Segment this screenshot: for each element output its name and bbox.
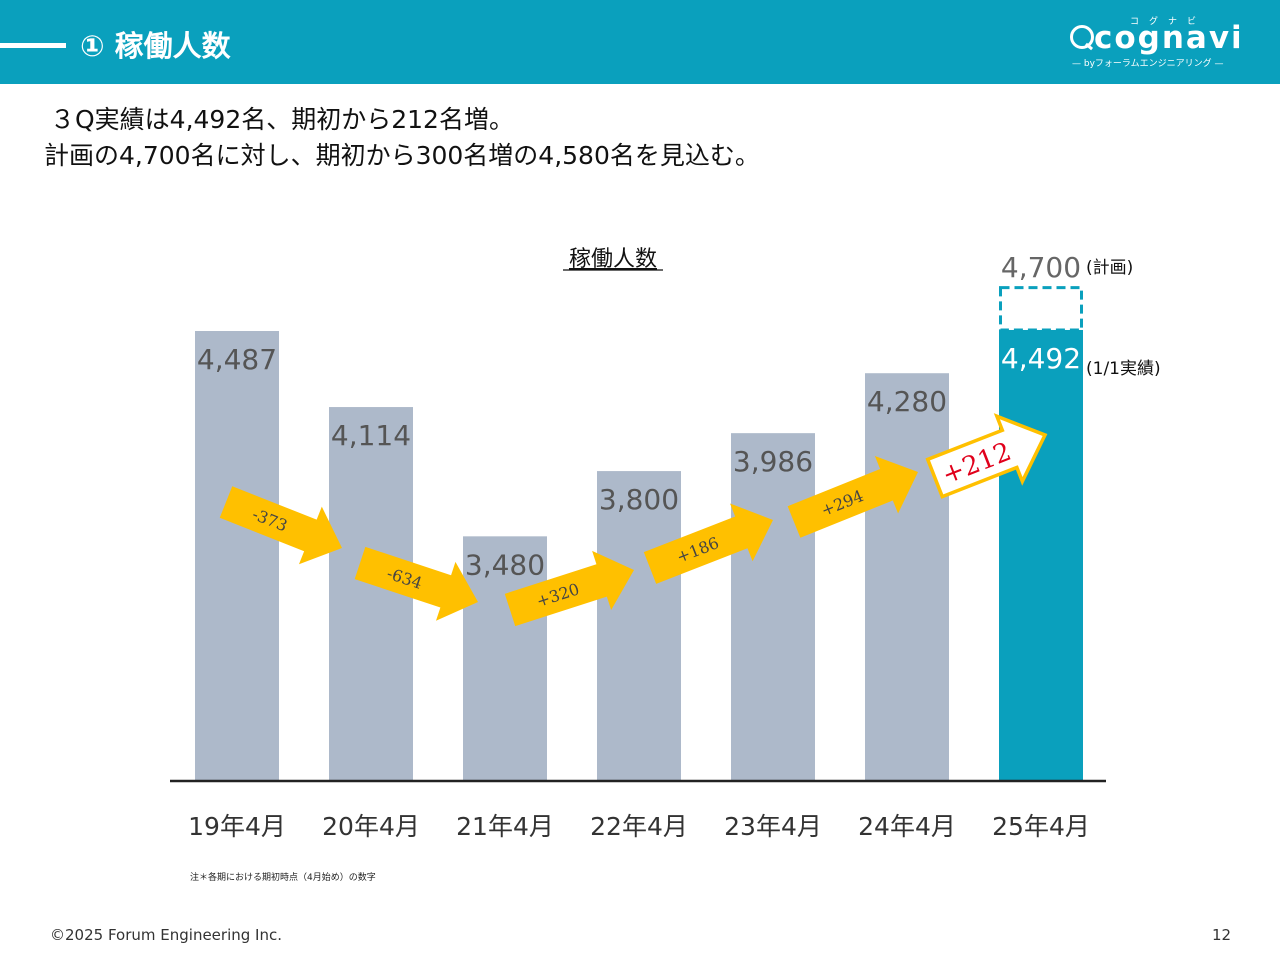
value-label-25年4月: 4,492 [1001,342,1081,375]
value-label-23年4月: 3,986 [733,445,813,478]
header-bar: ① 稼働人数 コグナビ cognavi — byフォーラムエンジニアリング — [0,0,1280,84]
category-label-22年4月: 22年4月 [590,812,688,841]
change-arrow-4: +186 [643,503,773,584]
category-label-20年4月: 20年4月 [322,812,420,841]
bar-25年4月 [999,329,1083,781]
header-accent-line [0,43,66,48]
page-number: 12 [1212,926,1232,944]
change-arrow-2: -634 [354,546,479,621]
change-arrow-shape-4 [643,503,773,584]
chart-footnote: 注＊各期における期初時点（4月始め）の数字 [190,873,376,883]
value-label-24年4月: 4,280 [867,385,947,418]
actual-note: (1/1実績) [1086,359,1161,379]
category-label-21年4月: 21年4月 [456,812,554,841]
bar-22年4月 [597,471,681,781]
bar-19年4月 [195,331,279,781]
bar-20年4月 [329,407,413,781]
plan-value-label: 4,700 [1001,251,1081,284]
logo-q-icon [1070,25,1094,49]
cognavi-logo: コグナビ cognavi — byフォーラムエンジニアリング — [1060,14,1250,74]
summary-line-2: 計画の4,700名に対し、期初から300名増の4,580名を見込む。 [44,141,760,170]
chart-title: 稼働人数 [569,247,657,272]
change-arrow-1: -373 [219,486,343,565]
copyright: ©2025 Forum Engineering Inc. [50,926,282,944]
summary-text: ３Q実績は4,492名、期初から212名増。 計画の4,700名に対し、期初から… [44,102,760,174]
value-label-21年4月: 3,480 [465,548,545,581]
change-arrow-3: +320 [504,550,635,627]
logo-subtitle: — byフォーラムエンジニアリング — [1072,59,1224,69]
change-arrow-shape-3 [504,550,635,627]
plan-outline [999,286,1083,332]
category-label-25年4月: 25年4月 [992,812,1090,841]
bar-23年4月 [731,433,815,781]
value-label-22年4月: 3,800 [599,483,679,516]
change-arrow-shape-5 [787,455,918,538]
category-label-24年4月: 24年4月 [858,812,956,841]
logo-kana: コグナビ [1130,17,1207,27]
bar-21年4月 [463,536,547,781]
value-label-19年4月: 4,487 [197,343,277,376]
page-title: ① 稼働人数 [80,29,231,63]
change-arrow-shape-2 [354,546,479,621]
bar-24年4月 [865,373,949,781]
summary-line-1: ３Q実績は4,492名、期初から212名増。 [50,105,514,134]
category-label-23年4月: 23年4月 [724,812,822,841]
logo-word: cognavi [1094,20,1244,56]
change-arrow-shape-6 [925,413,1048,499]
category-label-19年4月: 19年4月 [188,812,286,841]
change-arrow-5: +294 [787,455,918,538]
change-arrow-shape-1 [219,486,343,565]
plan-note: (計画) [1086,258,1133,278]
value-label-20年4月: 4,114 [331,419,411,452]
